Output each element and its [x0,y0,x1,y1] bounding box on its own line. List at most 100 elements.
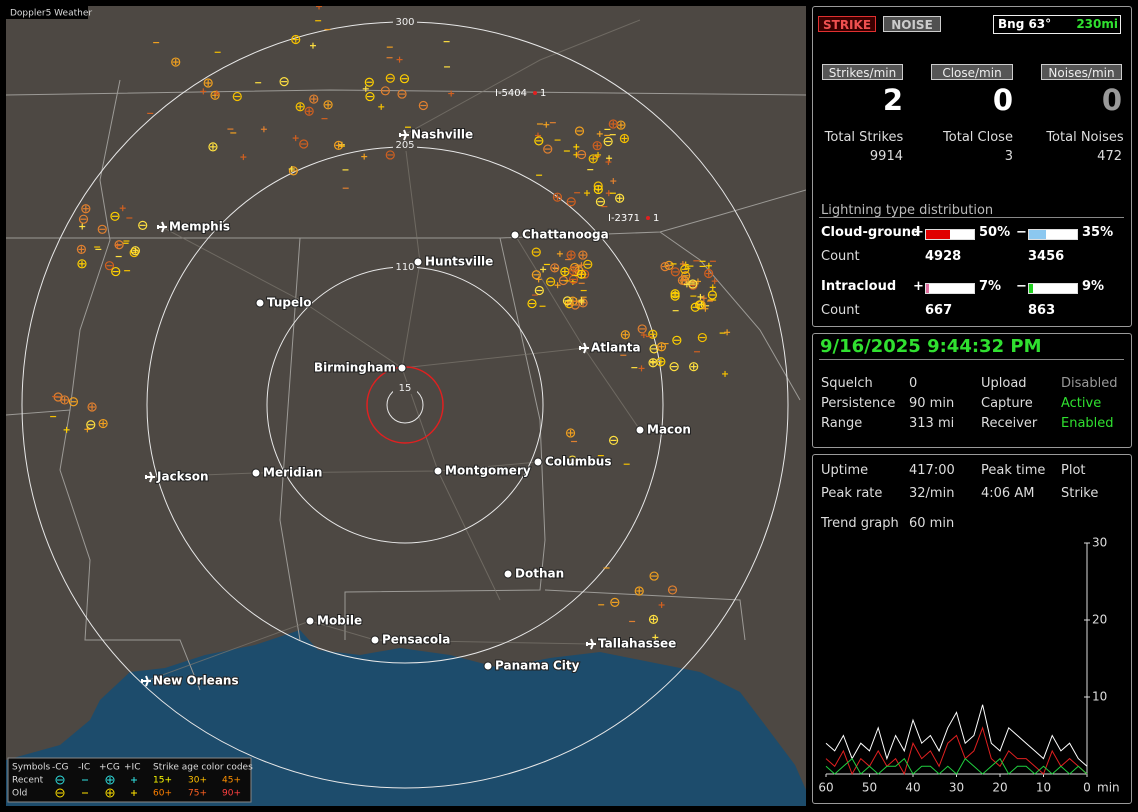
strike-ring [670,289,680,299]
strike-ring [60,395,70,405]
strike-symbol [119,205,126,212]
strike-ring [87,402,97,412]
strike-ring [637,324,647,334]
strike-symbol [299,139,309,149]
strike-ring [304,106,314,116]
strike-symbol [208,142,218,152]
legend-type: +CG [99,763,120,773]
strike-symbol [200,88,207,95]
strike-symbol [578,297,585,304]
strike-symbol [568,266,578,276]
ring-label-bg [393,261,417,273]
legend-type: -CG [52,763,69,773]
strike-symbol [378,103,385,110]
strike-ring [309,94,319,104]
strike-symbol [309,42,316,49]
strike-ring [648,329,658,339]
strike-symbol [110,211,120,221]
strike-ring [534,136,544,146]
strike-ring [397,89,407,99]
strike-symbol [114,240,124,250]
strike-ring [210,90,220,100]
city-label: Montgomery [445,464,531,478]
strike-symbol [304,106,314,116]
strike-button[interactable]: STRIKE [818,16,876,32]
strike-symbol [574,126,585,136]
strike-ring [592,141,602,151]
rate-value: 2 [882,83,903,117]
stat-value: 4:06 AM [981,486,1035,501]
strike-symbol [81,204,91,214]
strike-symbol [565,428,576,438]
strike-ring [550,263,560,273]
strike-symbol [292,135,299,142]
strike-ring [543,144,553,154]
strike-ring [669,362,679,372]
highway-marker [646,216,650,220]
bar-track [1028,229,1078,240]
legend-age: 75+ [188,789,207,799]
strike-symbol [78,214,89,224]
rate-label[interactable]: Strikes/min [822,64,903,80]
setting-value: 0 [909,376,918,391]
distance: 230mi [1076,17,1118,31]
strike-symbol [709,284,716,291]
strike-symbol [546,277,556,287]
strike-ring [608,435,619,446]
strike-symbol [583,259,593,269]
ring-label: 300 [395,17,414,28]
strike-symbol [554,282,561,289]
strike-symbol [700,295,707,302]
city-dot [305,616,315,626]
datetime: 9/16/2025 9:44:32 PM [820,336,1042,357]
strike-symbol [578,262,585,269]
strike-symbol [593,184,603,195]
bar-track [925,229,975,240]
setting-label: Upload [981,376,1027,391]
strike-symbol [711,278,718,285]
strike-ring [78,214,89,224]
strike-symbol [620,330,630,340]
stat-label: Plot [1061,463,1086,478]
strike-ring [610,597,620,607]
strike-symbol [648,329,658,339]
city-label: Huntsville [425,255,493,269]
bar-track [925,283,975,294]
strike-ring [104,261,115,271]
strike-map: 300 205 110 15 Nashville Memphis Chattanooga H… [6,6,806,806]
y-tick-label: 10 [1092,690,1107,704]
title-box [6,6,88,19]
airport-icon [579,342,589,354]
legend-ring [105,775,115,785]
strike-ring [565,428,576,438]
strike-symbol [606,155,613,162]
bar-fill [1029,230,1046,239]
strike-symbol [566,250,576,260]
strike-ring [619,133,630,144]
strike-ring [385,150,395,160]
count: 3456 [1028,249,1065,264]
strike-ring [527,298,537,309]
setting-value: Enabled [1061,416,1114,431]
noise-button[interactable]: NOISE [883,16,941,32]
legend-symbol [105,775,115,785]
city-label: Meridian [263,466,322,480]
strike-symbol [592,141,602,151]
strike-symbol [68,397,79,407]
ring-label: 15 [399,383,412,394]
strike-symbol [213,90,220,97]
rate-label[interactable]: Close/min [931,64,1013,80]
legend-symbol [131,777,137,783]
strike-symbol [323,100,333,110]
strike-ring [566,197,576,207]
map-title: Doppler5 Weather [10,9,92,19]
count: 667 [925,303,953,318]
strike-symbol [448,90,455,97]
percent: 35% [1082,225,1114,240]
strike-symbol [656,357,666,367]
strike-symbol [550,263,560,273]
stat-value: Strike [1061,486,1099,501]
strike-symbol [669,362,679,372]
strike-ring [570,300,580,310]
rate-label[interactable]: Noises/min [1041,64,1122,80]
